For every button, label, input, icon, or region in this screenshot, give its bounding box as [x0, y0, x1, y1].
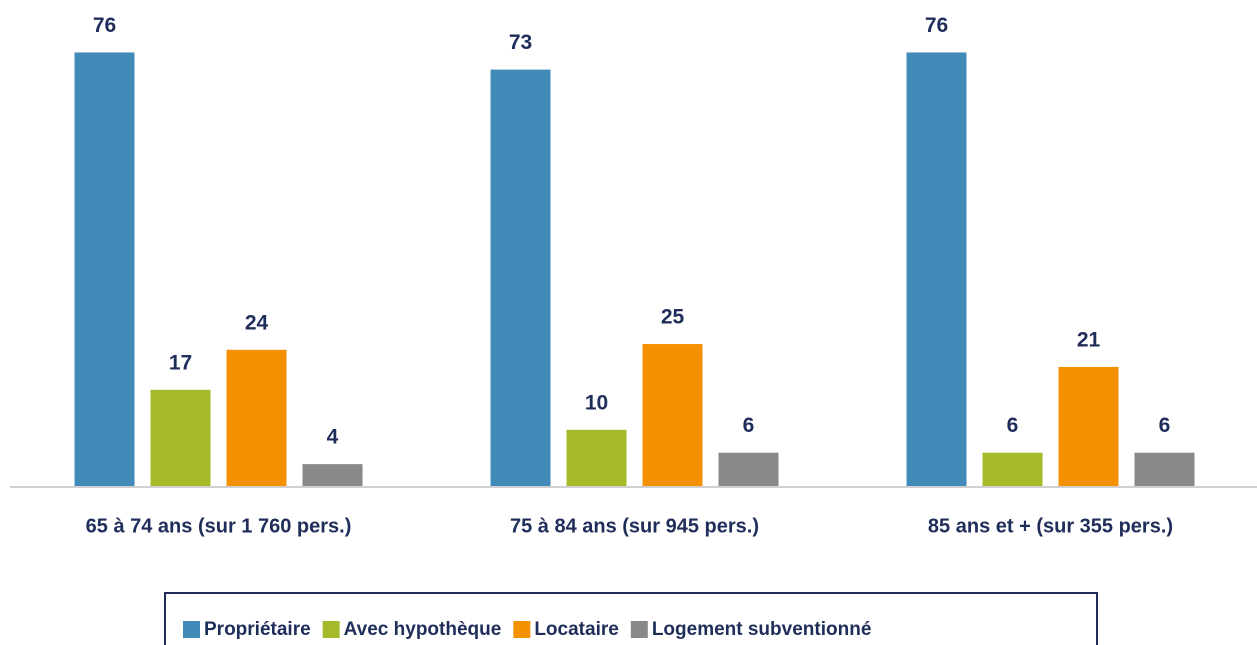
value-label: 25 [661, 306, 685, 329]
x-tick-label: 85 ans et + (sur 355 pers.) [928, 515, 1173, 537]
bar [906, 52, 967, 487]
value-label: 6 [743, 414, 755, 437]
value-label: 73 [509, 31, 532, 54]
value-label: 10 [585, 391, 608, 414]
bar [566, 429, 627, 487]
bar [1134, 452, 1195, 487]
bar [1058, 366, 1119, 487]
bar [302, 464, 363, 487]
value-label: 17 [169, 351, 192, 374]
legend-label: Logement subventionné [652, 619, 872, 640]
bar [490, 69, 551, 488]
value-label: 6 [1007, 414, 1019, 437]
bar [982, 452, 1043, 487]
value-label: 76 [93, 14, 116, 37]
value-label: 21 [1077, 328, 1101, 351]
legend-box [164, 592, 1098, 645]
value-label: 76 [925, 14, 948, 37]
legend-label: Locataire [534, 619, 618, 640]
legend-swatch [513, 621, 531, 638]
bar [226, 349, 287, 487]
legend-label: Propriétaire [204, 619, 311, 640]
legend-swatch [322, 621, 340, 638]
value-label: 24 [245, 311, 269, 334]
legend-swatch [630, 621, 648, 638]
value-label: 4 [327, 426, 339, 449]
legend-label: Avec hypothèque [344, 619, 502, 640]
bar [718, 452, 779, 487]
value-label: 6 [1159, 414, 1171, 437]
bar [642, 344, 703, 487]
bar [150, 389, 211, 487]
x-tick-label: 65 à 74 ans (sur 1 760 pers.) [86, 515, 352, 537]
legend-swatch [183, 621, 200, 638]
x-tick-label: 75 à 84 ans (sur 945 pers.) [510, 515, 759, 537]
bar [74, 52, 135, 487]
